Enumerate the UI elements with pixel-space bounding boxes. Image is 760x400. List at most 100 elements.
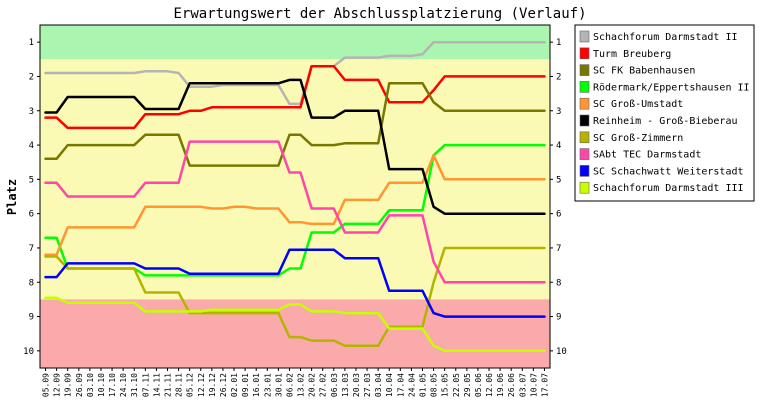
x-tick-label: 03.07 [518,373,527,397]
x-tick-label: 14.11 [152,373,161,397]
x-tick-label: 27.03 [363,373,372,397]
x-tick-label: 19.12 [208,373,217,397]
series-line-4 [44,154,546,257]
y-tick-label-right: 7 [556,244,561,254]
series-line-5 [44,78,546,215]
legend-label: SC Groß-Zimmern [593,133,683,144]
x-tick-label: 26.12 [219,373,228,397]
y-tick-label: 2 [29,72,34,82]
x-tick-label: 10.10 [97,373,106,397]
band-2 [40,299,550,368]
legend-box [574,24,755,202]
legend-swatch [579,131,590,144]
x-tick-label: 30.01 [274,373,283,397]
y-tick-label-right: 1 [556,38,561,48]
x-tick-label: 23.01 [263,373,272,397]
x-tick-label: 06.03 [330,373,339,397]
y-tick-label: 5 [29,175,34,185]
x-tick-label: 15.05 [441,373,450,397]
legend-label: Rödermark/Eppertshausen II [593,82,750,93]
legend: Schachforum Darmstadt II Turm Breuberg SC … [574,24,755,202]
legend-label: SC FK Babenhausen [593,66,695,77]
y-tick-label: 6 [29,210,34,220]
x-tick-label: 10.04 [385,373,394,397]
legend-label: SAbt TEC Darmstadt [593,150,701,161]
legend-label: SC Schachwatt Weiterstadt [593,166,744,177]
x-tick-label: 10.07 [529,373,538,397]
x-tick-label: 24.10 [119,373,128,397]
x-tick-label: 13.03 [341,373,350,397]
x-tick-label: 19.06 [496,373,505,397]
y-tick-label-right: 9 [556,313,561,323]
x-tick-label: 13.02 [297,373,306,397]
x-tick-label: 26.06 [507,373,516,397]
x-tick-label: 20.02 [308,373,317,397]
x-tick-label: 26.09 [75,373,84,397]
y-tick-label: 4 [29,141,34,151]
x-tick-label: 24.04 [407,373,416,397]
x-tick-label: 05.12 [186,373,195,397]
x-tick-label: 12.12 [197,373,206,397]
legend-swatch [579,81,590,93]
x-tick-label: 27.02 [319,373,328,397]
y-tick-label: 7 [29,244,34,254]
x-tick-label: 21.11 [164,373,173,397]
y-ticks-left: 1 2 3 4 5 6 7 8 9 10 [23,38,40,357]
x-tick-label: 31.10 [130,373,139,397]
x-tick-label: 17.07 [540,373,549,397]
y-axis-label: Platz [5,179,19,215]
legend-swatch [579,30,590,43]
y-tick-label: 3 [29,107,34,117]
series-line-8 [44,248,546,318]
legend-swatch [579,148,590,160]
x-tick-label: 08.05 [430,373,439,397]
x-tick-label: 05.06 [474,373,483,397]
y-tick-label: 8 [29,278,34,288]
y-tick-label-right: 2 [556,72,561,82]
x-tick-label: 12.09 [53,373,62,397]
legend-label: Turm Breuberg [593,49,671,60]
y-tick-label-right: 6 [556,210,561,220]
x-tick-label: 06.02 [285,373,294,397]
legend-label: SC Groß-Umstadt [593,99,683,110]
legend-swatch [579,114,590,127]
x-tick-label: 05.09 [42,373,51,397]
plot-frame [39,24,551,369]
y-tick-label: 10 [23,347,34,357]
y-tick-label: 9 [29,313,34,323]
legend-swatch [579,181,590,194]
y-tick-label-right: 8 [556,278,561,288]
legend-swatch [579,47,590,60]
series-line-9 [44,296,546,353]
x-tick-label: 17.10 [108,373,117,397]
legend-label: Reinheim - Groß-Bieberau [593,116,738,127]
x-tick-label: 09.01 [241,373,250,397]
y-ticks-right: 1 2 3 4 5 6 7 8 9 10 [550,38,567,357]
series-line-7 [44,140,546,284]
y-tick-label: 1 [29,38,34,48]
y-tick-label-right: 4 [556,141,561,151]
legend-swatch [579,97,590,110]
x-tick-label: 17.04 [396,373,405,397]
legend-swatch [579,165,590,177]
x-tick-label: 22.05 [452,373,461,397]
x-ticks: 05.09 12.09 19.09 26.09 03.10 10.10 17.10 24.10… [42,368,549,397]
x-tick-label: 07.11 [141,373,150,397]
y-tick-label-right: 3 [556,107,561,117]
chart-title: Erwartungswert der Abschlussplatzierung … [173,6,586,22]
x-tick-label: 03.10 [86,373,95,397]
series-line-0 [44,40,546,106]
y-tick-label-right: 10 [556,347,567,357]
legend-label: Schachforum Darmstadt III [593,183,744,194]
x-tick-label: 02.01 [230,373,239,397]
legend-label: Schachforum Darmstadt II [593,32,738,43]
series-lines [44,40,546,353]
legend-swatch [579,64,590,76]
x-tick-label: 01.05 [419,373,428,397]
x-tick-label: 16.01 [252,373,261,397]
x-tick-label: 28.11 [175,373,184,397]
x-tick-label: 03.04 [374,373,383,397]
y-tick-label-right: 5 [556,175,561,185]
series-line-6 [44,246,546,347]
